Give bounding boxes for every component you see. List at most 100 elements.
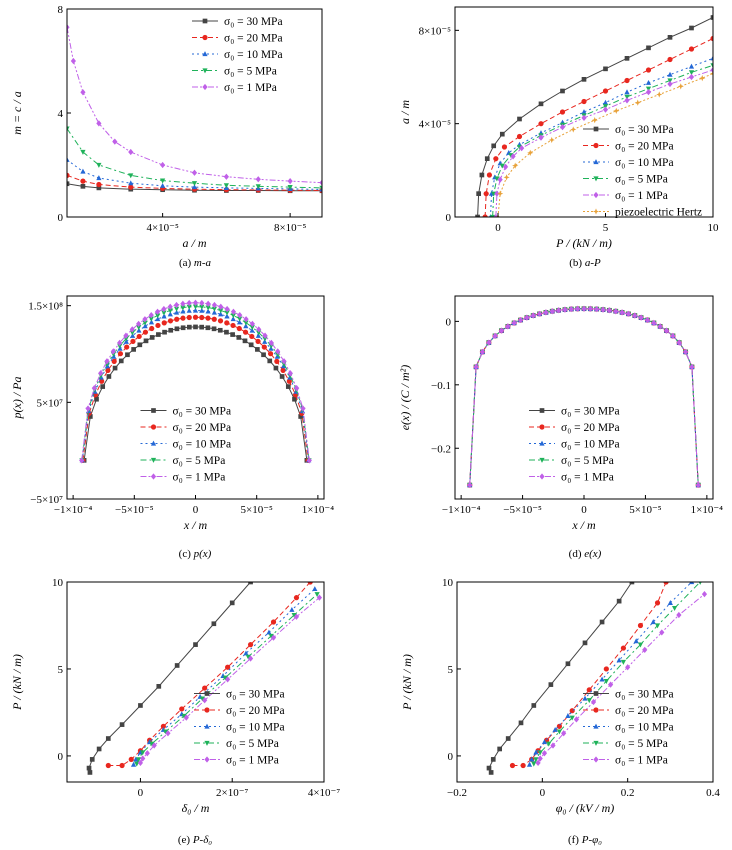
data-point [587, 305, 593, 312]
data-point [128, 184, 134, 190]
data-point [173, 306, 180, 312]
data-point [148, 316, 154, 322]
data-point [218, 303, 224, 310]
data-point [482, 214, 488, 217]
data-point [199, 299, 205, 307]
data-point [112, 138, 118, 145]
legend-marker [202, 51, 208, 57]
data-point [211, 316, 217, 322]
data-point [262, 338, 268, 344]
x-tick-label: −1×10⁻⁴ [442, 504, 481, 516]
data-point [625, 664, 631, 671]
data-point [644, 316, 651, 324]
y-tick-label: 0 [448, 751, 454, 763]
data-point [699, 75, 706, 82]
legend-marker [539, 473, 545, 480]
y-tick-label: 4 [58, 108, 64, 120]
data-point [586, 698, 592, 704]
series-4 [134, 592, 320, 767]
x-tick-label: 2×10⁻⁷ [216, 787, 249, 799]
x-axis-label: a / m [183, 236, 207, 250]
y-tick-label: −0.1 [431, 380, 451, 392]
series-5 [535, 591, 708, 766]
y-tick-label: −0.2 [431, 443, 451, 455]
data-point [538, 134, 544, 141]
y-tick-label: 4×10⁻⁵ [419, 119, 452, 131]
series-5 [137, 594, 323, 766]
data-point [637, 642, 644, 648]
data-point [247, 642, 254, 648]
data-point [503, 174, 510, 181]
legend-entry: σ₀ = 20 MPa [224, 33, 283, 45]
series-1 [86, 582, 253, 775]
data-point [96, 185, 102, 191]
data-point [267, 351, 274, 357]
legend-entry: σ₀ = 30 MPa [615, 124, 674, 136]
data-point [518, 720, 524, 726]
data-point [142, 323, 148, 329]
data-point [99, 378, 105, 384]
data-point [168, 327, 174, 333]
data-point [620, 645, 627, 651]
data-point [224, 313, 230, 319]
data-point [570, 126, 577, 133]
data-point [236, 335, 242, 340]
data-point [167, 318, 174, 324]
legend-entry: σ₀ = 10 MPa [173, 439, 232, 451]
data-point [135, 320, 142, 327]
data-point [249, 325, 255, 331]
series-line [489, 57, 713, 217]
data-point [602, 88, 609, 94]
data-point [709, 70, 713, 77]
data-point [581, 109, 587, 115]
x-tick-label: 0.4 [706, 787, 720, 799]
data-point [556, 723, 563, 729]
legend-entry: σ₀ = 30 MPa [561, 406, 620, 418]
data-point [156, 332, 161, 337]
data-point [505, 736, 511, 741]
plot-frame [454, 295, 714, 500]
data-point [205, 308, 211, 314]
data-point [245, 654, 251, 660]
data-point [538, 101, 544, 107]
data-point [667, 80, 673, 88]
data-point [493, 156, 499, 162]
data-point [698, 582, 702, 585]
data-point [527, 149, 534, 156]
data-point [646, 45, 651, 51]
data-point [624, 77, 630, 84]
legend-marker [150, 473, 157, 480]
data-point [135, 757, 142, 763]
data-point [667, 71, 673, 77]
data-point [629, 582, 635, 585]
data-point [608, 681, 614, 688]
data-point [659, 629, 665, 636]
legend-marker [593, 756, 599, 763]
data-point [492, 332, 498, 339]
data-point [211, 621, 217, 627]
data-point [110, 348, 116, 355]
data-point [519, 145, 525, 152]
data-point [645, 89, 652, 96]
data-point [603, 679, 609, 684]
data-point [526, 761, 533, 767]
data-point [591, 117, 598, 124]
x-tick-label: −1×10⁻⁴ [54, 504, 93, 516]
data-point [180, 300, 186, 307]
chart-b: 0 5 10 0 4×10⁻⁵ 8×10⁻⁵ P / (kN / m) a / m σ₀ = 3… [398, 6, 719, 269]
data-point [289, 606, 295, 612]
data-point [192, 314, 199, 320]
data-point [559, 124, 566, 131]
data-point [510, 153, 516, 160]
data-point [479, 172, 485, 178]
data-point [191, 181, 198, 187]
data-point [148, 319, 155, 325]
data-point [256, 326, 262, 333]
data-point [565, 713, 571, 718]
data-point [541, 750, 548, 757]
data-point [237, 312, 243, 319]
data-point [689, 363, 695, 371]
data-point [199, 304, 205, 310]
data-point [475, 214, 480, 217]
legend-marker [202, 34, 208, 41]
